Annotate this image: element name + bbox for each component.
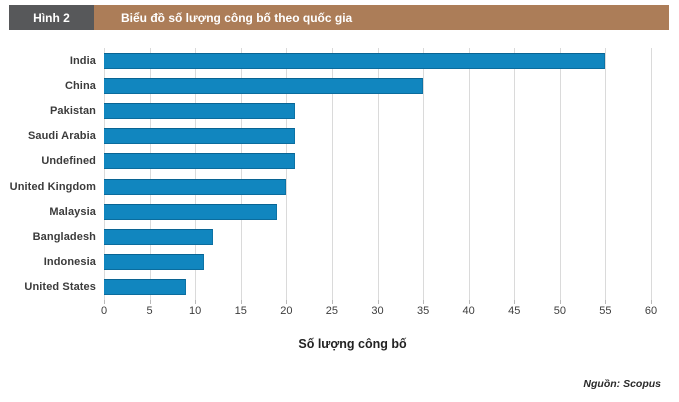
figure-number-label: Hình 2 (9, 5, 94, 30)
x-tick-mark (149, 300, 151, 304)
category-label: United Kingdom (9, 180, 96, 193)
x-tick-mark (331, 300, 333, 304)
figure-header: Hình 2 Biểu đồ số lượng công bố theo quố… (9, 5, 669, 30)
x-tick-label: 5 (146, 305, 153, 317)
gridline (605, 48, 607, 300)
x-tick-mark (605, 300, 607, 304)
bar-row: Pakistan (50, 98, 651, 123)
category-label: United States (24, 281, 96, 294)
category-label: Malaysia (49, 205, 96, 218)
source-note: Nguồn: Scopus (583, 378, 661, 390)
gridline (377, 48, 379, 300)
category-label: Undefined (41, 155, 96, 168)
gridline (514, 48, 516, 300)
bar-row: China (65, 73, 651, 98)
bar-row: Saudi Arabia (28, 124, 651, 149)
figure-title: Biểu đồ số lượng công bố theo quốc gia (94, 5, 669, 30)
x-tick-mark (195, 300, 197, 304)
bar (104, 52, 606, 69)
gridline (104, 48, 105, 300)
category-label: China (64, 79, 96, 92)
x-tick-mark (423, 300, 425, 304)
x-tick-mark (468, 300, 470, 304)
x-axis-title: Số lượng công bố (298, 337, 407, 351)
category-label: India (69, 54, 96, 67)
bar (104, 203, 278, 220)
bar-row: United States (24, 275, 651, 300)
gridline (240, 48, 242, 300)
bar-row: Undefined (41, 149, 651, 174)
x-tick-label: 60 (644, 305, 658, 317)
x-tick-label: 55 (599, 305, 612, 317)
gridline (468, 48, 470, 300)
x-tick-mark (651, 300, 652, 304)
x-tick-mark (286, 300, 288, 304)
x-axis: 0 5 10 15 20 25 30 35 40 45 50 55 60 (100, 300, 657, 320)
x-tick-label: 0 (100, 305, 108, 317)
bar-row: United Kingdom (10, 174, 651, 199)
bar (104, 228, 214, 245)
bar-chart-plot-area: India China Pakistan Saudi Arabia Undefined U… (10, 48, 652, 300)
bar-row: India (70, 48, 651, 73)
x-tick-mark (514, 300, 516, 304)
category-label: Pakistan (49, 104, 96, 117)
x-tick-label: 45 (508, 305, 521, 317)
x-tick-label: 10 (189, 305, 202, 317)
x-tick-mark (559, 300, 561, 304)
x-tick-mark (377, 300, 379, 304)
category-label: Indonesia (43, 256, 96, 269)
gridline (195, 48, 197, 300)
x-tick-mark (104, 300, 105, 304)
bar-row: Malaysia (49, 199, 651, 224)
bar (104, 128, 296, 145)
x-tick-mark (240, 300, 242, 304)
category-label: Saudi Arabia (27, 130, 96, 143)
bar (104, 279, 187, 296)
bar-row: Indonesia (44, 250, 651, 275)
x-tick-label: 20 (280, 305, 293, 317)
gridline (651, 48, 652, 300)
gridline (149, 48, 151, 300)
gridline (331, 48, 333, 300)
x-tick-label: 35 (416, 305, 430, 317)
bar (104, 254, 205, 271)
gridline (559, 48, 561, 300)
gridline (423, 48, 425, 300)
x-tick-label: 40 (462, 305, 475, 317)
bar (104, 77, 424, 94)
x-tick-label: 15 (234, 305, 247, 317)
bar (104, 102, 296, 119)
x-tick-label: 25 (325, 305, 339, 317)
bar-row: Bangladesh (33, 224, 651, 249)
bar (104, 178, 287, 195)
x-tick-label: 50 (553, 305, 566, 317)
x-tick-label: 30 (371, 305, 384, 317)
category-label: Bangladesh (32, 230, 96, 243)
bar (104, 153, 296, 170)
gridline (286, 48, 288, 300)
